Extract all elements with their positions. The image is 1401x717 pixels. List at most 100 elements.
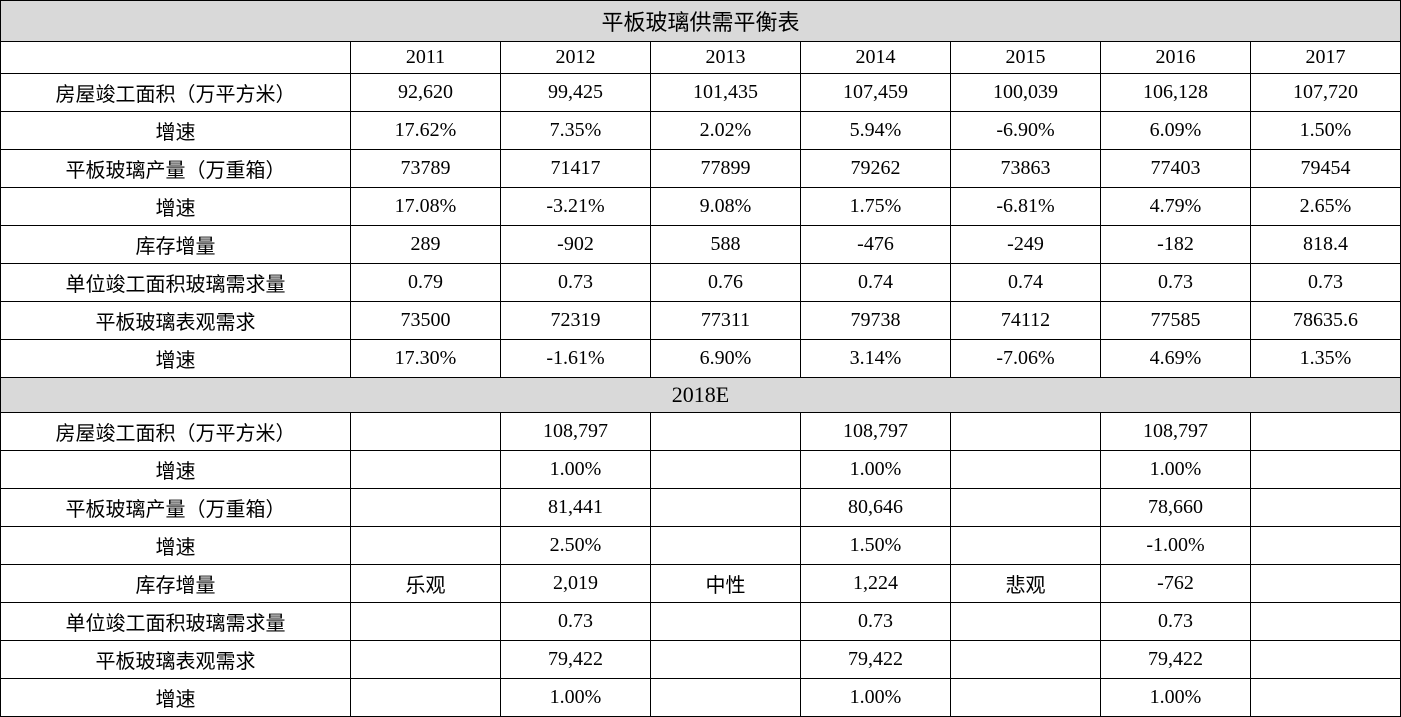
- cell: 7.35%: [501, 112, 651, 150]
- cell: -1.61%: [501, 340, 651, 378]
- table-row: 增速 2.50% 1.50% -1.00%: [1, 527, 1401, 565]
- cell: 77403: [1101, 150, 1251, 188]
- cell: 74112: [951, 302, 1101, 340]
- row-label: 库存增量: [1, 226, 351, 264]
- cell: [351, 679, 501, 717]
- table-row: 增速 1.00% 1.00% 1.00%: [1, 679, 1401, 717]
- cell: [351, 413, 501, 451]
- cell: -6.90%: [951, 112, 1101, 150]
- cell: 101,435: [651, 74, 801, 112]
- cell: 2.50%: [501, 527, 651, 565]
- cell: -182: [1101, 226, 1251, 264]
- cell: 1.00%: [801, 679, 951, 717]
- cell: 0.76: [651, 264, 801, 302]
- row-label: 增速: [1, 527, 351, 565]
- cell: 0.74: [951, 264, 1101, 302]
- cell: 4.69%: [1101, 340, 1251, 378]
- cell: [651, 451, 801, 489]
- cell: [951, 489, 1101, 527]
- cell: [351, 603, 501, 641]
- cell: [651, 527, 801, 565]
- cell: 5.94%: [801, 112, 951, 150]
- cell: 17.30%: [351, 340, 501, 378]
- cell: 108,797: [801, 413, 951, 451]
- cell: 106,128: [1101, 74, 1251, 112]
- cell: 1.00%: [1101, 679, 1251, 717]
- cell: 79,422: [1101, 641, 1251, 679]
- cell: 1.50%: [1251, 112, 1401, 150]
- table-row: 库存增量 289 -902 588 -476 -249 -182 818.4: [1, 226, 1401, 264]
- year-header: 2015: [951, 42, 1101, 74]
- cell: [1251, 565, 1401, 603]
- cell: 0.73: [1101, 264, 1251, 302]
- cell: [351, 527, 501, 565]
- cell: 17.08%: [351, 188, 501, 226]
- cell: 1.00%: [1101, 451, 1251, 489]
- cell: 9.08%: [651, 188, 801, 226]
- table-row: 房屋竣工面积（万平方米） 92,620 99,425 101,435 107,4…: [1, 74, 1401, 112]
- cell: 1.00%: [501, 679, 651, 717]
- cell: 79,422: [501, 641, 651, 679]
- table-row: 增速 17.62% 7.35% 2.02% 5.94% -6.90% 6.09%…: [1, 112, 1401, 150]
- cell: [951, 603, 1101, 641]
- cell: [651, 489, 801, 527]
- cell: 0.79: [351, 264, 501, 302]
- cell: 0.73: [501, 264, 651, 302]
- table-row: 库存增量 乐观 2,019 中性 1,224 悲观 -762: [1, 565, 1401, 603]
- cell: 72319: [501, 302, 651, 340]
- cell: 乐观: [351, 565, 501, 603]
- cell: 79262: [801, 150, 951, 188]
- table-title: 平板玻璃供需平衡表: [1, 1, 1401, 42]
- table-row: 平板玻璃产量（万重箱） 73789 71417 77899 79262 7386…: [1, 150, 1401, 188]
- cell: 71417: [501, 150, 651, 188]
- cell: -476: [801, 226, 951, 264]
- cell: [1251, 679, 1401, 717]
- cell: 1.00%: [801, 451, 951, 489]
- row-label: 库存增量: [1, 565, 351, 603]
- cell: 79,422: [801, 641, 951, 679]
- cell: [951, 451, 1101, 489]
- cell: [1251, 641, 1401, 679]
- cell: [351, 641, 501, 679]
- cell: [1251, 451, 1401, 489]
- cell: 0.74: [801, 264, 951, 302]
- row-label: 增速: [1, 340, 351, 378]
- cell: -762: [1101, 565, 1251, 603]
- year-header: 2016: [1101, 42, 1251, 74]
- cell: -1.00%: [1101, 527, 1251, 565]
- cell: -902: [501, 226, 651, 264]
- supply-demand-table: 平板玻璃供需平衡表 2011 2012 2013 2014 2015 2016 …: [0, 0, 1401, 717]
- cell: 73500: [351, 302, 501, 340]
- cell: 1.75%: [801, 188, 951, 226]
- cell: [1251, 489, 1401, 527]
- year-header: 2013: [651, 42, 801, 74]
- forecast-title: 2018E: [1, 378, 1401, 413]
- cell: [1251, 527, 1401, 565]
- cell: [651, 413, 801, 451]
- table-row: 平板玻璃表观需求 79,422 79,422 79,422: [1, 641, 1401, 679]
- cell: 6.90%: [651, 340, 801, 378]
- row-label: 平板玻璃表观需求: [1, 302, 351, 340]
- cell: 818.4: [1251, 226, 1401, 264]
- year-header: 2011: [351, 42, 501, 74]
- cell: -6.81%: [951, 188, 1101, 226]
- cell: [951, 679, 1101, 717]
- cell: 79454: [1251, 150, 1401, 188]
- cell: 99,425: [501, 74, 651, 112]
- row-label: 增速: [1, 679, 351, 717]
- cell: -249: [951, 226, 1101, 264]
- cell: 0.73: [501, 603, 651, 641]
- cell: [651, 679, 801, 717]
- cell: 1.00%: [501, 451, 651, 489]
- cell: 中性: [651, 565, 801, 603]
- cell: 77311: [651, 302, 801, 340]
- cell: [651, 641, 801, 679]
- cell: 4.79%: [1101, 188, 1251, 226]
- cell: 78635.6: [1251, 302, 1401, 340]
- year-header-row: 2011 2012 2013 2014 2015 2016 2017: [1, 42, 1401, 74]
- row-label: 单位竣工面积玻璃需求量: [1, 603, 351, 641]
- year-header: 2012: [501, 42, 651, 74]
- cell: 0.73: [1251, 264, 1401, 302]
- cell: 17.62%: [351, 112, 501, 150]
- row-label: 房屋竣工面积（万平方米）: [1, 74, 351, 112]
